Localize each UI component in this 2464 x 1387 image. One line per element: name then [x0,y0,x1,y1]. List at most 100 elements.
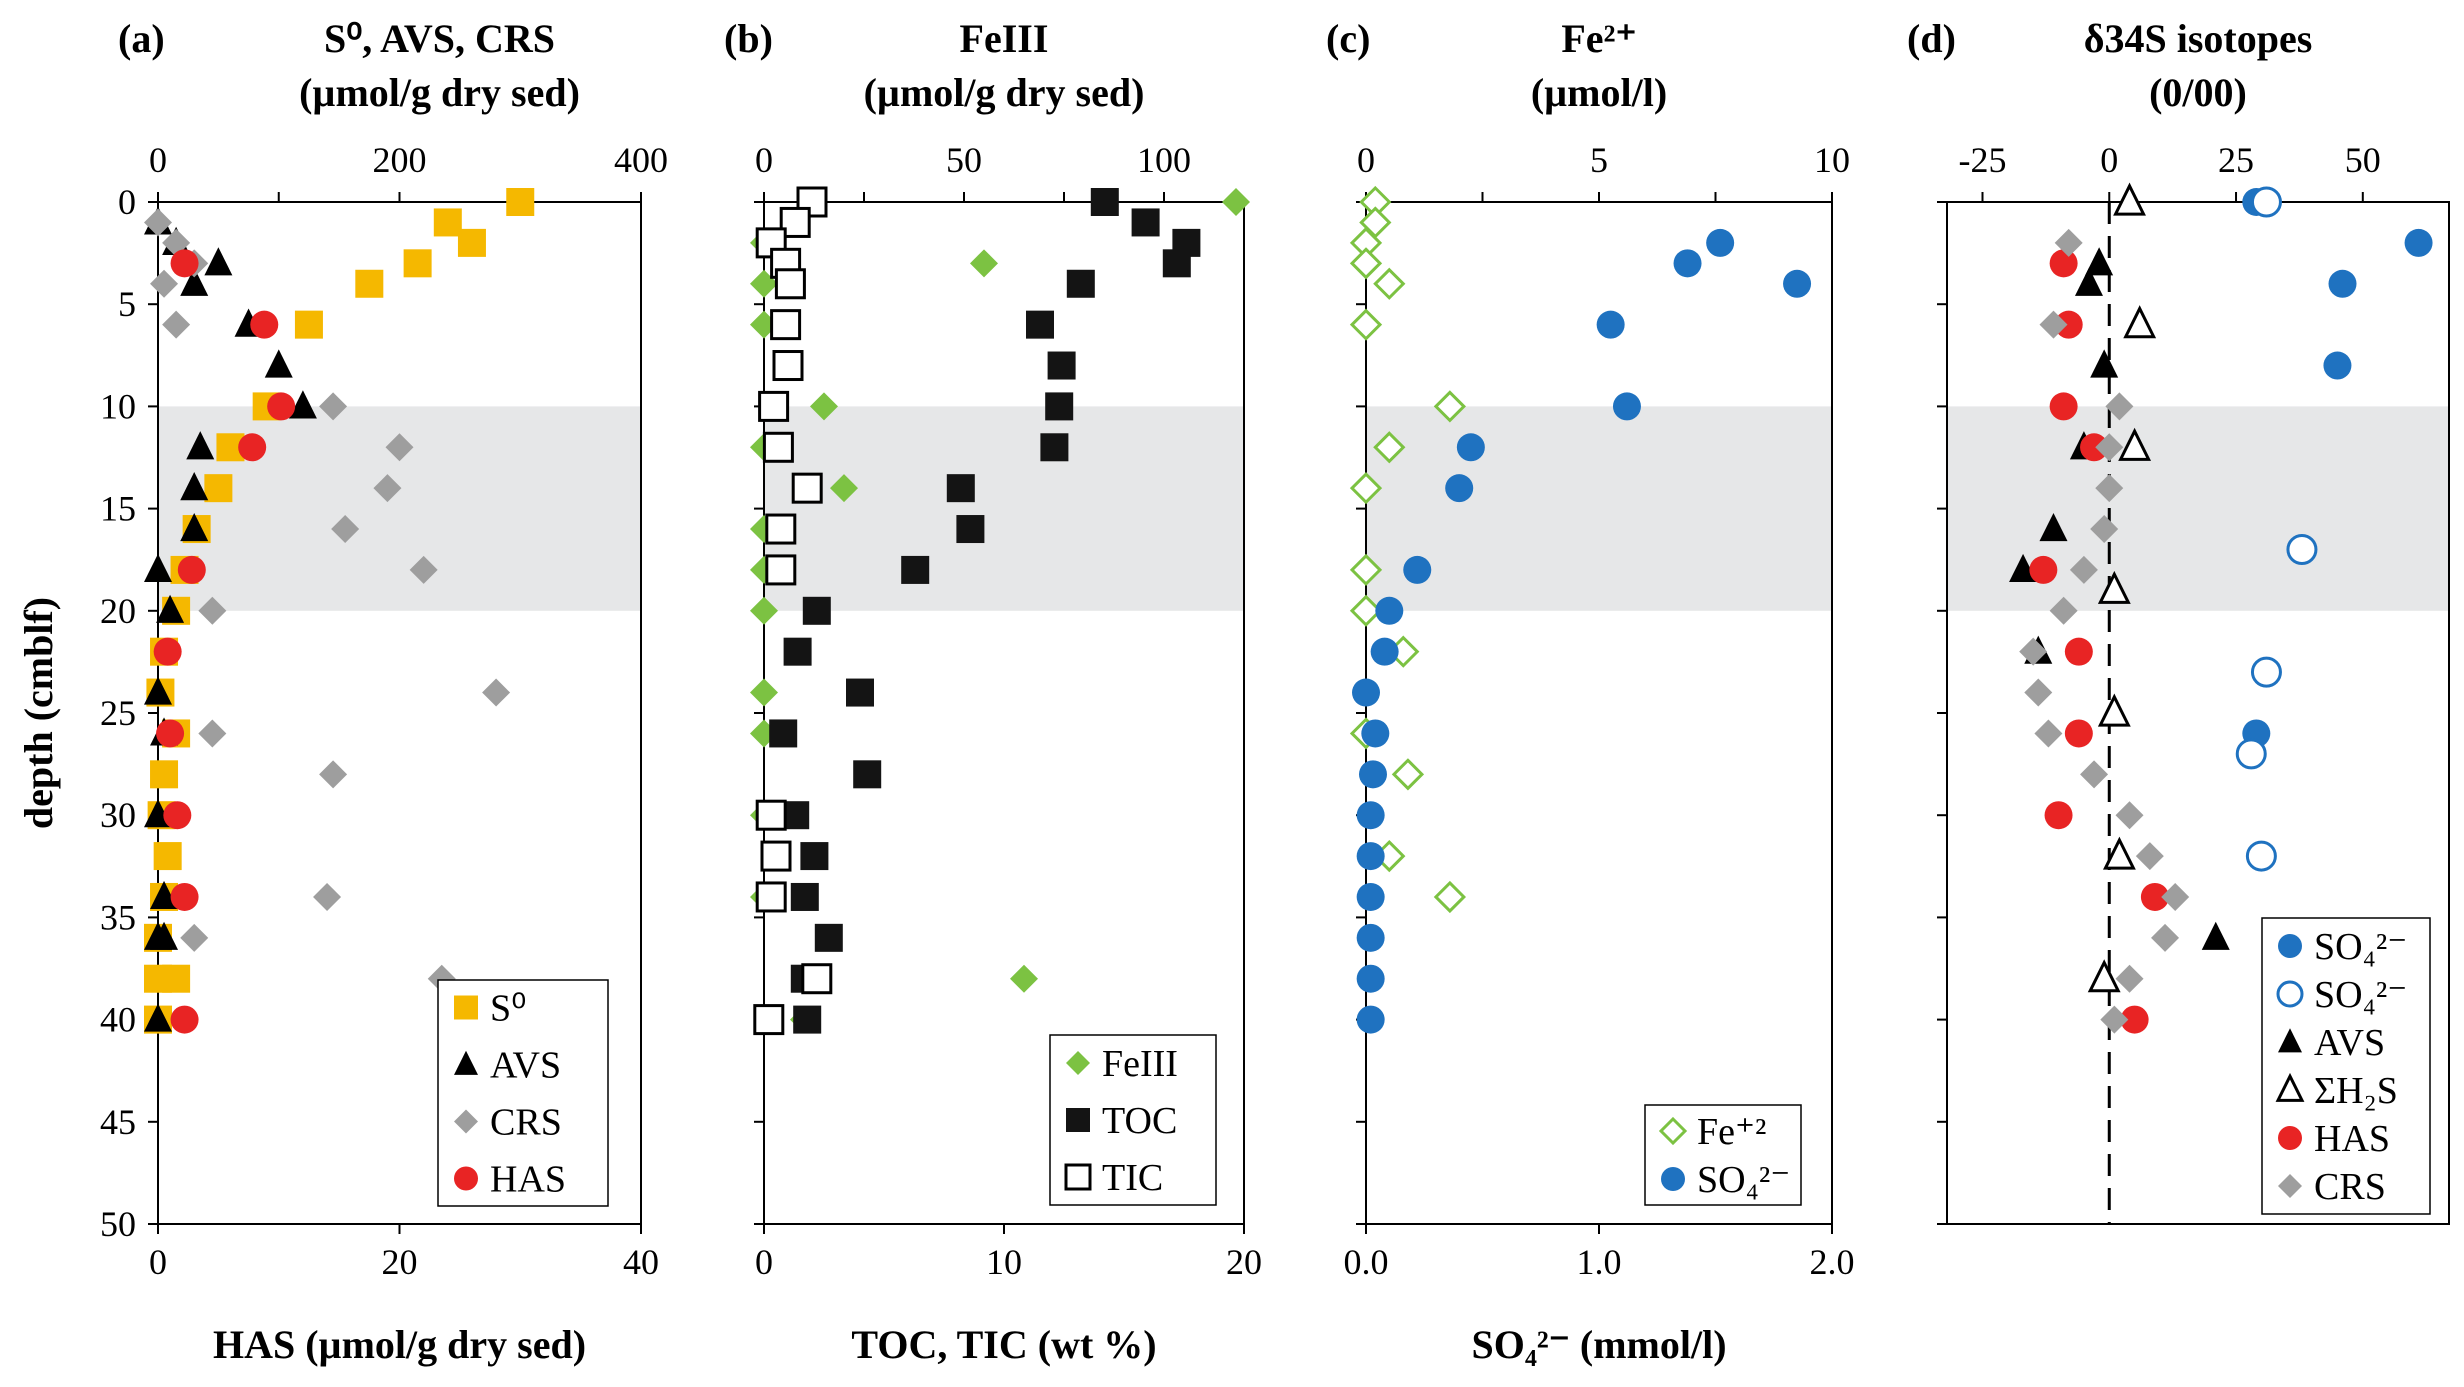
data-point [313,882,342,911]
panel-label: (c) [1326,16,1370,61]
legend: Fe⁺² SO₄²⁻ [1644,1104,1802,1206]
data-point [2087,959,2121,993]
data-point [2102,836,2136,870]
data-point [2105,392,2134,421]
data-point [2161,882,2190,911]
data-point [1375,596,1404,625]
top-tick-label: 10 [1814,140,1850,180]
data-point [1010,964,1038,993]
legend-label: S⁰ [490,988,526,1030]
data-point [2019,637,2048,666]
data-point [2123,305,2157,339]
data-point [1358,760,1387,789]
data-point [2069,555,2098,584]
data-point [319,760,348,789]
bottom-tick-label: 0.0 [1344,1242,1389,1282]
top-tick-label: 400 [614,140,668,180]
data-point [946,474,975,503]
data-point [750,596,778,625]
y-tick-label: 15 [100,489,136,529]
data-point [1356,923,1385,952]
series-circle-open [2235,186,2318,872]
data-point [2328,269,2357,298]
data-point [2120,1005,2149,1034]
legend-label: SO₄²⁻ [2314,974,2407,1016]
legend-marker [454,1166,478,1191]
data-point [1045,392,1074,421]
legend-marker [2278,934,2302,958]
data-point [163,801,192,830]
data-point [1706,228,1735,257]
bottom-tick-label: 20 [382,1242,418,1282]
legend-marker [1661,1167,1685,1191]
legend: FeIII TOC TIC [1049,1034,1217,1206]
data-point [2064,637,2093,666]
legend-label: AVS [490,1045,561,1087]
legend-label: TIC [1102,1157,1163,1199]
data-point [2029,555,2058,584]
bottom-axis-title: TOC, TIC (wt %) [851,1322,1156,1367]
legend-label: Fe⁺² [1697,1111,1766,1153]
bottom-tick-label: 1.0 [1577,1242,1622,1282]
data-point [2090,349,2119,378]
legend-marker [1658,1116,1688,1146]
data-point [800,842,829,871]
data-point [1090,188,1119,216]
data-point [409,555,438,584]
data-point [2095,433,2124,462]
legend-marker [1066,1051,1090,1075]
data-point [331,515,360,544]
bottom-tick-label: 0 [755,1242,773,1282]
data-point [2245,840,2277,872]
panel-title: Fe²⁺ [1561,16,1636,61]
bottom-tick-label: 40 [623,1242,659,1282]
data-point [793,1005,822,1034]
legend: SO₄²⁻ SO₄²⁻ AVS ΣH₂S HAS CRS [2261,917,2431,1215]
data-point [1596,310,1625,339]
data-point [1222,188,1250,216]
y-tick-label: 20 [100,591,136,631]
top-tick-label: 5 [1590,140,1608,180]
data-point [769,719,798,748]
data-point [783,637,812,666]
data-point [198,719,227,748]
data-point [801,963,833,995]
data-point [2049,249,2078,278]
top-tick-label: 0 [755,140,773,180]
panel-label: (b) [724,16,773,61]
legend-marker [1064,1163,1092,1191]
top-tick-label: 25 [2218,140,2254,180]
legend-marker [2278,1126,2302,1150]
data-point [2135,842,2164,871]
panel-subtitle: (0/00) [2149,70,2247,115]
data-point [267,392,296,421]
data-point [2054,228,2083,257]
top-tick-label: 0 [2100,140,2118,180]
data-point [2323,351,2352,380]
data-point [180,267,209,296]
data-point [846,678,874,707]
legend-marker [2278,1028,2302,1053]
panel-d: -25 0 25 50(d) δ34S isotopes(0/00)SO₄²⁻SO₄²⁻… [1907,16,2450,1225]
data-point [1612,392,1641,421]
panel-title: FeIII [960,16,1049,61]
data-point [770,309,802,341]
panel-title: S⁰, AVS, CRS [324,16,555,61]
legend-label: ΣH₂S [2314,1070,2398,1112]
y-tick-label: 5 [118,284,136,324]
shaded-zone [764,406,1244,611]
data-point [373,474,402,503]
legend-box [2261,917,2431,1215]
data-point [2095,474,2124,503]
data-point [1356,1005,1385,1034]
data-point [162,310,191,339]
legend-label: HAS [490,1159,566,1201]
panel-subtitle: (µmol/l) [1531,70,1667,115]
data-point [2054,310,2083,339]
data-point [760,840,792,872]
data-point [1783,269,1812,298]
legend-label: HAS [2314,1118,2390,1160]
data-point [170,249,199,278]
legend-marker [1066,1108,1090,1132]
data-point [790,882,819,911]
